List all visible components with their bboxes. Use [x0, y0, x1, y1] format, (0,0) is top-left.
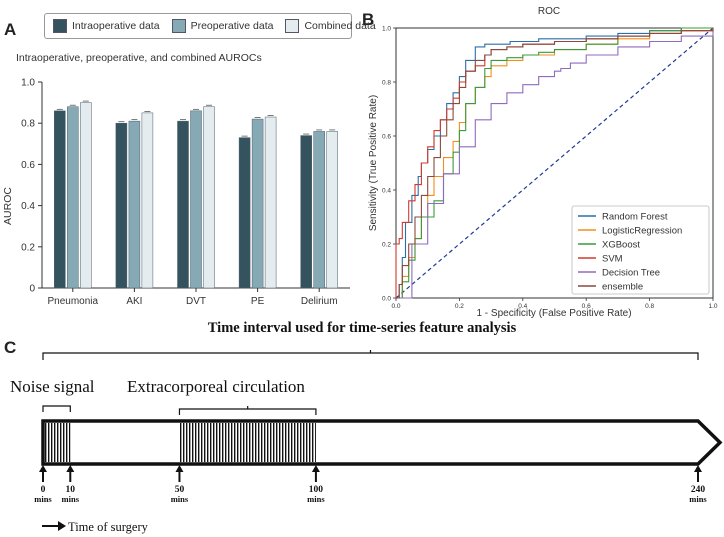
tick-unit-label: mins	[171, 494, 189, 504]
roc-x-tick-label: 0.0	[391, 303, 400, 310]
roc-y-tick-label: 0.8	[382, 80, 391, 87]
bar-delirium-1	[313, 131, 325, 289]
roc-curve-decision-tree	[396, 30, 714, 299]
bar-pe-0	[238, 137, 251, 289]
tick-unit-label: mins	[689, 494, 707, 504]
roc-legend-label: LogisticRegression	[602, 226, 682, 237]
legend-swatch-combined	[285, 19, 300, 33]
bar-x-tick-label: PE	[251, 296, 265, 307]
roc-title: ROC	[538, 6, 560, 17]
legend-item-intraoperative: Intraoperative data	[53, 19, 160, 33]
roc-legend-label: XGBoost	[602, 240, 640, 251]
tick-arrow-head	[694, 465, 702, 472]
roc-x-tick-label: 0.8	[645, 303, 654, 310]
bar-y-tick-label: 0	[29, 284, 35, 295]
bar-x-tick-label: Delirium	[301, 296, 338, 307]
tick-value-label: 0	[41, 485, 46, 495]
panel-c-label: C	[4, 338, 17, 357]
tick-arrow-head	[66, 465, 75, 472]
bar-dvt-0	[177, 120, 189, 289]
roc-legend	[571, 205, 710, 295]
bar-y-tick-label: 0.8	[21, 119, 35, 130]
extracorporeal-circulation-label: Extracorporeal circulation	[127, 377, 305, 396]
tick-unit-label: mins	[34, 494, 52, 504]
bar-delirium-0	[300, 135, 312, 289]
panel-b-label: B	[362, 10, 375, 29]
overall-span-bracket	[42, 352, 699, 360]
roc-x-axis-label: 1 - Specificity (False Positive Rate)	[476, 308, 631, 319]
bar-pneumonia-1	[67, 106, 79, 289]
noise-signal-label: Noise signal	[10, 377, 95, 396]
tick-arrow-head	[175, 465, 184, 472]
timeline-arrow-bar	[41, 419, 723, 466]
bar-aki-0	[115, 122, 128, 289]
time-of-surgery-label: Time of surgery	[68, 520, 149, 534]
timeline-title: Time interval used for time-series featu…	[207, 320, 517, 336]
bar-aki-2	[141, 112, 154, 289]
legend-label-combined: Combined data	[304, 20, 376, 32]
bar-y-tick-label: 0.4	[21, 201, 35, 212]
roc-legend-label: Random Forest	[602, 212, 668, 223]
ecc-region	[179, 423, 316, 462]
legend-item-combined: Combined data	[285, 19, 376, 33]
legend-swatch-preoperative	[171, 19, 186, 33]
tick-arrow-head	[311, 465, 320, 472]
tick-value-label: 100	[309, 485, 324, 495]
roc-y-tick-label: 0.4	[382, 188, 391, 195]
bar-dvt-1	[190, 110, 202, 289]
bar-x-tick-label: DVT	[186, 296, 206, 307]
legend-swatch-intraoperative	[53, 19, 67, 33]
bar-pe-2	[264, 116, 277, 289]
ecc-bracket	[178, 408, 317, 415]
tick-value-label: 240	[691, 485, 706, 495]
roc-legend-label: SVM	[602, 254, 623, 265]
bar-chart: AUROC 0 0.2 0.4 0.6 0.8 1.0 Pneumonia AKI DVT PE D…	[2, 78, 350, 307]
bar-x-tick-label: AKI	[126, 296, 142, 307]
tick-value-label: 50	[175, 485, 185, 495]
bar-legend: Intraoperative data Preoperative data Co…	[44, 13, 376, 39]
noise-signal-region	[45, 423, 71, 462]
roc-legend-label: ensemble	[602, 282, 643, 293]
roc-y-tick-label: 0.6	[382, 134, 391, 141]
bar-delirium-2	[326, 131, 338, 289]
legend-item-preoperative: Preoperative data	[171, 19, 274, 33]
bar-dvt-2	[203, 106, 215, 289]
panel-a-label: A	[4, 20, 17, 39]
roc-x-tick-label: 1.0	[708, 303, 717, 310]
tick-value-label: 10	[66, 485, 76, 495]
tick-arrow-head	[39, 465, 47, 472]
bar-chart-subtitle: Intraoperative, preoperative, and combin…	[16, 52, 262, 64]
roc-curve-xgboost	[396, 27, 713, 299]
roc-x-tick-label: 0.6	[582, 303, 591, 310]
bar-pneumonia-0	[54, 110, 66, 289]
roc-x-tick-label: 0.4	[518, 303, 527, 310]
tick-unit-label: mins	[307, 494, 325, 504]
bar-y-axis-label: AUROC	[2, 187, 14, 225]
bar-y-tick-label: 0.6	[21, 160, 35, 171]
roc-x-tick-label: 0.2	[455, 303, 464, 310]
bar-pe-1	[251, 118, 264, 289]
tick-unit-label: mins	[62, 494, 80, 504]
bar-aki-1	[128, 120, 141, 289]
noise-bracket	[42, 405, 71, 412]
bar-pneumonia-2	[80, 102, 92, 289]
roc-legend-label: Decision Tree	[602, 268, 660, 279]
legend-label-intraoperative: Intraoperative data	[72, 20, 160, 32]
bar-y-tick-label: 0.2	[21, 242, 35, 253]
roc-y-tick-label: 1.0	[382, 26, 391, 33]
roc-curve-ensemble	[396, 28, 714, 299]
timeline-diagram: Noise signal Extracorporeal circulation …	[10, 350, 723, 534]
roc-y-tick-label: 0.2	[382, 242, 391, 249]
time-arrow-head	[58, 521, 66, 531]
legend-label-preoperative: Preoperative data	[190, 20, 274, 32]
bar-x-tick-label: Pneumonia	[48, 296, 99, 307]
roc-y-tick-label: 0.0	[382, 296, 391, 303]
roc-chart: ROC 1 - Specificity (False Positive Rate…	[368, 6, 718, 319]
roc-y-axis-label: Sensitivity (True Positive Rate)	[368, 95, 379, 231]
bar-y-tick-label: 1.0	[21, 78, 35, 89]
